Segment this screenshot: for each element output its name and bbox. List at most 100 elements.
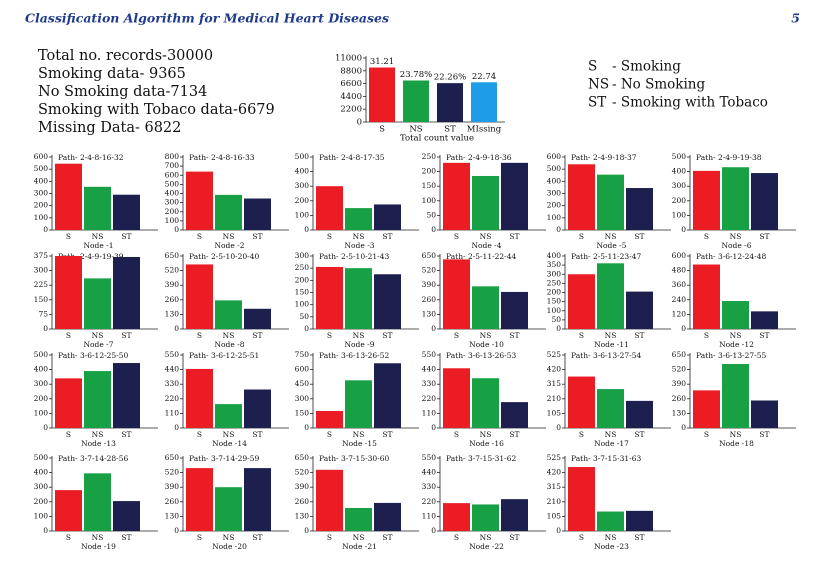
- bar: [597, 389, 624, 428]
- x-tick-label: ST: [509, 533, 519, 542]
- x-tick-label: NS: [480, 232, 492, 241]
- bar: [215, 194, 242, 230]
- legend-code: ST: [588, 95, 606, 111]
- stat-line: Total no. records-30000: [38, 48, 213, 64]
- y-tick-label: 130: [672, 408, 687, 417]
- x-tick-label: NS: [480, 331, 492, 340]
- y-tick-label: 0: [304, 225, 309, 234]
- x-tick-label: S: [197, 232, 202, 241]
- bar: [55, 378, 82, 428]
- bar: [215, 300, 242, 329]
- y-tick-label: 0: [556, 423, 561, 432]
- x-tick-label: S: [454, 232, 459, 241]
- bar: [443, 503, 470, 531]
- x-tick-label: NS: [409, 125, 422, 135]
- y-tick-label: 0: [431, 526, 436, 535]
- x-tick-label: S: [579, 232, 584, 241]
- y-tick-label: 110: [422, 511, 437, 520]
- legend-code: NS: [588, 77, 609, 93]
- bar: [751, 400, 778, 428]
- y-tick-label: 0: [174, 225, 179, 234]
- bar: [345, 507, 372, 531]
- bar: [626, 291, 653, 329]
- y-tick-label: 600: [165, 170, 180, 179]
- y-tick-label: 420: [547, 365, 562, 374]
- bar: [113, 194, 140, 230]
- x-tick-label: ST: [382, 533, 392, 542]
- y-tick-label: 550: [165, 350, 180, 359]
- y-tick-label: 440: [422, 365, 437, 374]
- y-tick-label: 400: [547, 176, 562, 185]
- stat-line: Smoking with Tobaco data-6679: [38, 102, 275, 118]
- y-tick-label: 11000: [335, 54, 362, 64]
- y-tick-label: 0: [174, 423, 179, 432]
- y-tick-label: 500: [34, 350, 49, 359]
- x-tick-label: NS: [480, 430, 492, 439]
- y-tick-label: 0: [357, 118, 362, 128]
- y-tick-label: 150: [295, 288, 310, 297]
- y-tick-label: 2200: [340, 105, 362, 115]
- y-tick-label: 550: [422, 350, 437, 359]
- chart-title: Path- 3-6-12-24-48: [696, 252, 766, 261]
- y-tick-label: 150: [34, 295, 49, 304]
- bar: [244, 389, 271, 428]
- y-tick-label: 400: [295, 167, 310, 176]
- x-tick-label: NS: [223, 232, 235, 241]
- y-tick-label: 300: [34, 482, 49, 491]
- bar: [316, 266, 343, 329]
- x-tick-label: ST: [509, 430, 519, 439]
- chart-title: Path- 2-4-8-17-35: [319, 153, 385, 162]
- y-tick-label: 130: [165, 309, 180, 318]
- y-tick-label: 8800: [340, 66, 362, 76]
- y-tick-label: 200: [34, 497, 49, 506]
- x-tick-label: NS: [223, 331, 235, 340]
- y-tick-label: 300: [34, 266, 49, 275]
- y-tick-label: 300: [295, 181, 310, 190]
- x-axis-label: Node -1: [83, 241, 113, 250]
- y-tick-label: 375: [34, 251, 49, 260]
- y-tick-label: 210: [547, 394, 562, 403]
- y-tick-label: 330: [165, 379, 180, 388]
- stat-line: No Smoking data-7134: [38, 84, 207, 100]
- bar: [597, 263, 624, 329]
- chart-title: Path- 3-6-13-27-54: [571, 351, 641, 360]
- bar: [751, 173, 778, 230]
- y-tick-label: 200: [165, 207, 180, 216]
- y-tick-label: 300: [672, 181, 687, 190]
- x-axis-label: Node -6: [721, 241, 751, 250]
- y-tick-label: 200: [295, 196, 310, 205]
- y-tick-label: 390: [295, 482, 310, 491]
- bar: [316, 410, 343, 428]
- y-tick-label: 600: [547, 152, 562, 161]
- bar: [215, 404, 242, 428]
- bar: [443, 259, 470, 329]
- y-tick-label: 500: [295, 152, 310, 161]
- bar: [693, 264, 720, 329]
- bar: [374, 363, 401, 428]
- y-tick-label: 6600: [340, 79, 362, 89]
- x-tick-label: ST: [382, 430, 392, 439]
- y-tick-label: 300: [295, 251, 310, 260]
- bar: [113, 363, 140, 428]
- x-tick-label: S: [579, 430, 584, 439]
- y-tick-label: 330: [422, 482, 437, 491]
- stat-line: Smoking data- 9365: [38, 66, 186, 82]
- bar: [316, 469, 343, 531]
- y-tick-label: 100: [672, 210, 687, 219]
- y-tick-label: 390: [165, 280, 180, 289]
- x-tick-label: ST: [121, 430, 131, 439]
- y-tick-label: 220: [422, 497, 437, 506]
- y-tick-label: 300: [547, 189, 562, 198]
- x-axis-label: Node -9: [344, 340, 374, 349]
- x-tick-label: ST: [759, 430, 769, 439]
- bar: [244, 198, 271, 230]
- y-tick-label: 750: [295, 350, 310, 359]
- y-tick-label: 260: [672, 394, 687, 403]
- x-tick-label: NS: [353, 232, 365, 241]
- x-tick-label: NS: [730, 232, 742, 241]
- chart-title: Path- 3-7-15-31-63: [571, 454, 641, 463]
- x-tick-label: S: [327, 232, 332, 241]
- x-axis-label: Node -3: [344, 241, 374, 250]
- legend-text: - Smoking with Tobaco: [612, 95, 768, 111]
